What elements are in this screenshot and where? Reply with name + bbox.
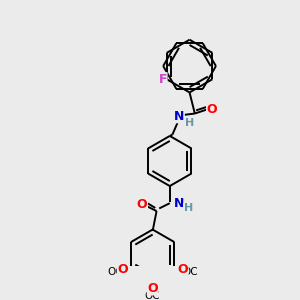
Text: N: N: [174, 197, 184, 210]
Text: O: O: [177, 263, 188, 276]
Text: O: O: [137, 198, 147, 211]
Text: O: O: [117, 263, 128, 276]
Text: H: H: [185, 118, 194, 128]
Text: OC: OC: [182, 267, 198, 277]
Text: F: F: [158, 73, 167, 86]
Text: H: H: [184, 203, 193, 214]
Text: O: O: [147, 282, 158, 295]
Text: OC: OC: [107, 267, 123, 277]
Text: OC: OC: [145, 291, 161, 300]
Text: O: O: [207, 103, 217, 116]
Text: N: N: [174, 110, 184, 123]
